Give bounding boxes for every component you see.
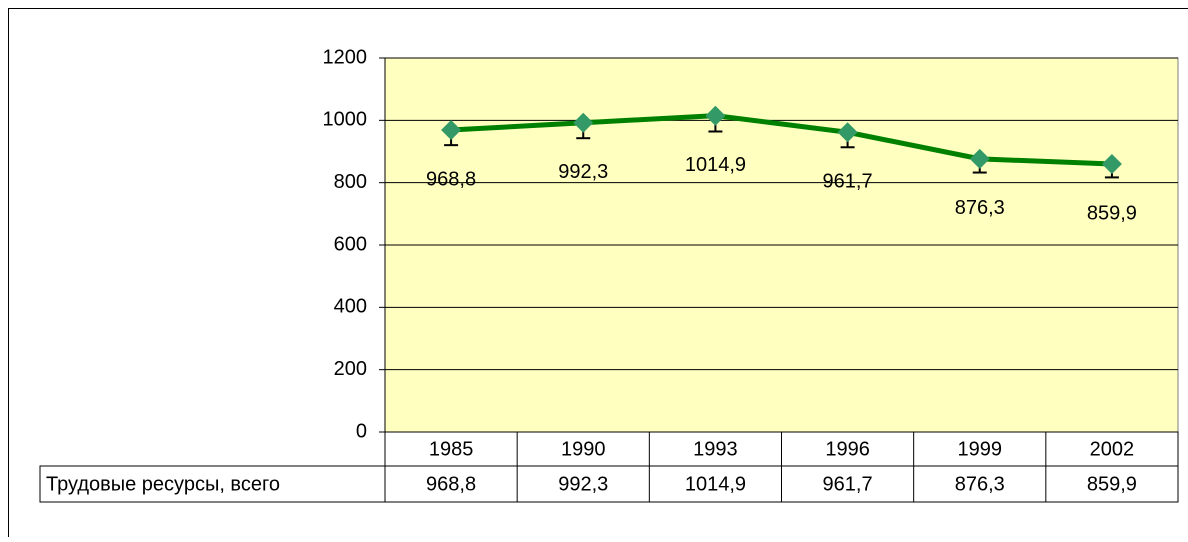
x-tick-label: 1999 [958,438,1003,460]
y-tick-label: 200 [334,358,367,380]
table-cell: 876,3 [955,473,1005,495]
x-tick-label: 2002 [1090,438,1135,460]
y-tick-label: 1200 [323,46,368,68]
table-cell: 992,3 [558,473,608,495]
table-cell: 968,8 [426,473,476,495]
data-label: 876,3 [955,197,1005,219]
table-row-label: Трудовые ресурсы, всего [46,473,280,495]
x-tick-label: 1993 [693,438,738,460]
data-label: 961,7 [823,171,873,193]
table-cell: 859,9 [1087,473,1137,495]
data-label: 859,9 [1087,202,1137,224]
y-tick-label: 800 [334,171,367,193]
x-tick-label: 1990 [561,438,606,460]
table-cell: 1014,9 [685,473,746,495]
data-label: 1014,9 [685,154,746,176]
table-cell: 961,7 [823,473,873,495]
x-tick-label: 1985 [429,438,474,460]
y-tick-label: 400 [334,296,367,318]
y-tick-label: 600 [334,233,367,255]
data-label: 968,8 [426,168,476,190]
y-tick-label: 1000 [323,109,368,131]
x-tick-label: 1996 [825,438,870,460]
data-label: 992,3 [558,161,608,183]
y-tick-label: 0 [356,420,367,442]
